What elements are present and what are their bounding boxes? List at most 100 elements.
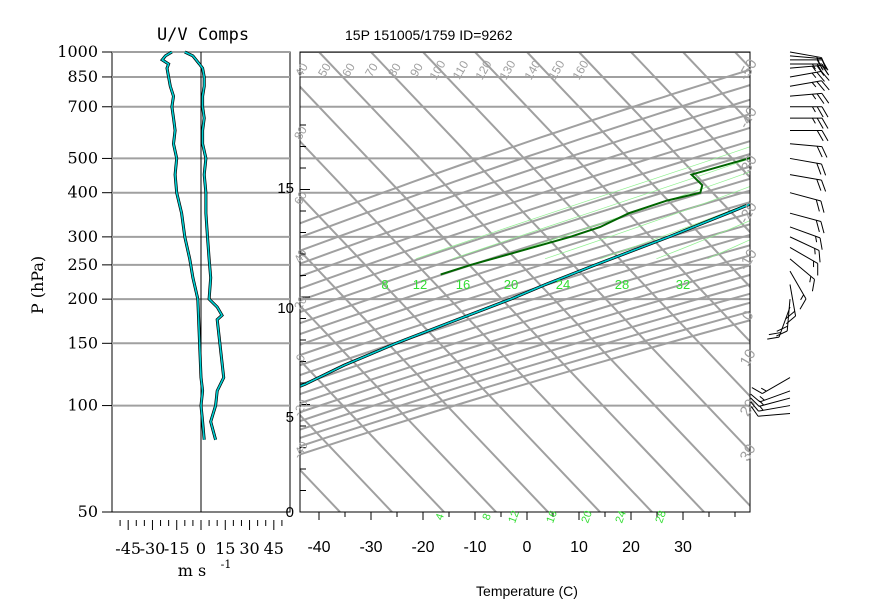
- wind-axis-label: m s -1: [178, 558, 232, 580]
- wind-barb-flag: [816, 130, 824, 142]
- wind-barb-staff: [762, 377, 791, 395]
- isotherm-edge-label: -50: [735, 56, 761, 83]
- dry-adiabat-line: [300, 212, 750, 357]
- wind-barb-flag: [750, 401, 759, 412]
- pressure-tick-label: 50: [78, 502, 98, 521]
- mixing-ratio-bottom-label: 28: [653, 509, 668, 525]
- uv-profile-line: [184, 51, 225, 441]
- temperature-tick-label: -20: [411, 539, 434, 556]
- wind-barb-flag: [750, 406, 759, 417]
- isotherm-edge-label: 30: [737, 441, 760, 464]
- uv-components-panel: 100085070050040030025020015010050-45-30-…: [57, 42, 291, 558]
- wind-barb-flag: [800, 294, 805, 301]
- wind-barb-staff: [789, 80, 822, 87]
- wind-barb-flag: [816, 71, 825, 82]
- wind-barb: [790, 117, 829, 129]
- wind-barb-flag: [816, 145, 823, 158]
- isotherm-edge-label: -20: [735, 199, 761, 226]
- mixing-ratio-label: 24: [556, 277, 570, 292]
- wind-barb-staff: [789, 258, 815, 280]
- wind-barb: [776, 299, 791, 337]
- isotherm-line: [300, 304, 497, 512]
- dry-adiabat-label: 90: [407, 60, 426, 79]
- pressure-tick-label: 1000: [57, 42, 98, 61]
- dry-adiabat-label: 40: [292, 60, 311, 79]
- wind-barb-staff: [758, 405, 791, 412]
- temperature-tick-label: 30: [674, 539, 692, 556]
- uv-x-tick-label: -45: [115, 539, 141, 558]
- isotherm-line: [318, 52, 750, 508]
- wind-barb: [789, 192, 825, 213]
- isotherm-line: [300, 140, 653, 512]
- wind-barb-staff: [789, 51, 822, 59]
- dry-adiabat-label: 100: [426, 58, 448, 83]
- dry-adiabat-line: [300, 292, 750, 431]
- isotherm-edge-label: 20: [737, 396, 760, 419]
- wind-barb-flag: [816, 117, 824, 129]
- wind-barb: [790, 129, 829, 142]
- wind-axis-unit-exponent: -1: [221, 558, 232, 571]
- wind-barb-flag: [809, 276, 812, 283]
- temperature-tick-label: -40: [307, 539, 330, 556]
- pressure-tick-label: 700: [67, 97, 98, 116]
- dry-adiabat-label: 60: [339, 60, 358, 79]
- wind-barb-staff: [789, 92, 822, 97]
- mixing-ratio-label: 28: [615, 277, 629, 292]
- dry-adiabat-line: [300, 264, 750, 405]
- wind-barb-staff: [789, 143, 822, 148]
- wind-barb: [789, 174, 827, 192]
- wind-barb-flag: [821, 146, 828, 158]
- wind-barb-flag: [811, 106, 816, 113]
- wind-barb-flag: [811, 82, 817, 88]
- isotherm-line: [787, 52, 887, 512]
- wind-barb-staff: [759, 390, 791, 403]
- dry-adiabat-line: [300, 165, 750, 314]
- isotherm-edge-label: 10: [737, 346, 760, 369]
- dry-adiabat-label: 120: [472, 58, 494, 83]
- wind-barb: [750, 406, 791, 417]
- wind-barb-staff: [789, 270, 807, 300]
- dry-adiabat-label: 70: [362, 60, 381, 79]
- pressure-tick-label: 100: [67, 396, 98, 415]
- wind-barb: [789, 143, 828, 158]
- isotherm-edge-label: 20: [291, 293, 310, 312]
- wind-barb-flag: [811, 65, 817, 72]
- mixing-ratio-bottom-label: 24: [613, 509, 628, 525]
- wind-barb-staff: [789, 247, 818, 264]
- wind-barb-flag: [759, 395, 765, 401]
- wind-barb-flag: [821, 130, 829, 142]
- isotherm-edge-label: 0: [739, 308, 758, 324]
- wind-barb-flag: [814, 248, 816, 255]
- wind-axis-unit: m s: [178, 561, 206, 580]
- wind-barb-staff: [789, 236, 820, 251]
- wind-barb: [767, 306, 791, 340]
- isotherm-line: [526, 52, 750, 289]
- wind-barb-flag: [799, 298, 807, 310]
- wind-barb-flag: [768, 332, 781, 336]
- wind-barb-flag: [820, 200, 825, 213]
- wind-barb-flag: [816, 179, 822, 191]
- height-tick-label: 15: [277, 180, 294, 197]
- temperature-axis-label: Temperature (C): [476, 583, 578, 599]
- wind-barb-flag: [815, 199, 820, 212]
- isotherm-line: [734, 52, 750, 70]
- wind-barb-staff: [758, 397, 791, 407]
- pressure-tick-label: 850: [67, 67, 98, 86]
- wind-barb-flag: [821, 80, 830, 91]
- dry-adiabat-line: [300, 113, 750, 265]
- wind-barb-flag: [776, 330, 788, 337]
- wind-barb-flag: [816, 162, 822, 175]
- wind-barb-flag: [767, 336, 780, 340]
- dry-adiabat-line: [300, 310, 750, 448]
- uv-x-tick-label: 45: [264, 539, 284, 558]
- dry-adiabat-line: [300, 233, 750, 377]
- mixing-ratio-bottom-label: 4: [433, 512, 446, 522]
- wind-barb: [789, 92, 830, 104]
- skewt-plot-frame: [299, 51, 751, 513]
- wind-barb-flag: [811, 72, 817, 78]
- dry-adiabat-line: [300, 68, 750, 225]
- wind-barb-flag: [821, 65, 830, 76]
- dry-adiabat-line: [300, 126, 750, 278]
- pressure-tick-label: 300: [67, 227, 98, 246]
